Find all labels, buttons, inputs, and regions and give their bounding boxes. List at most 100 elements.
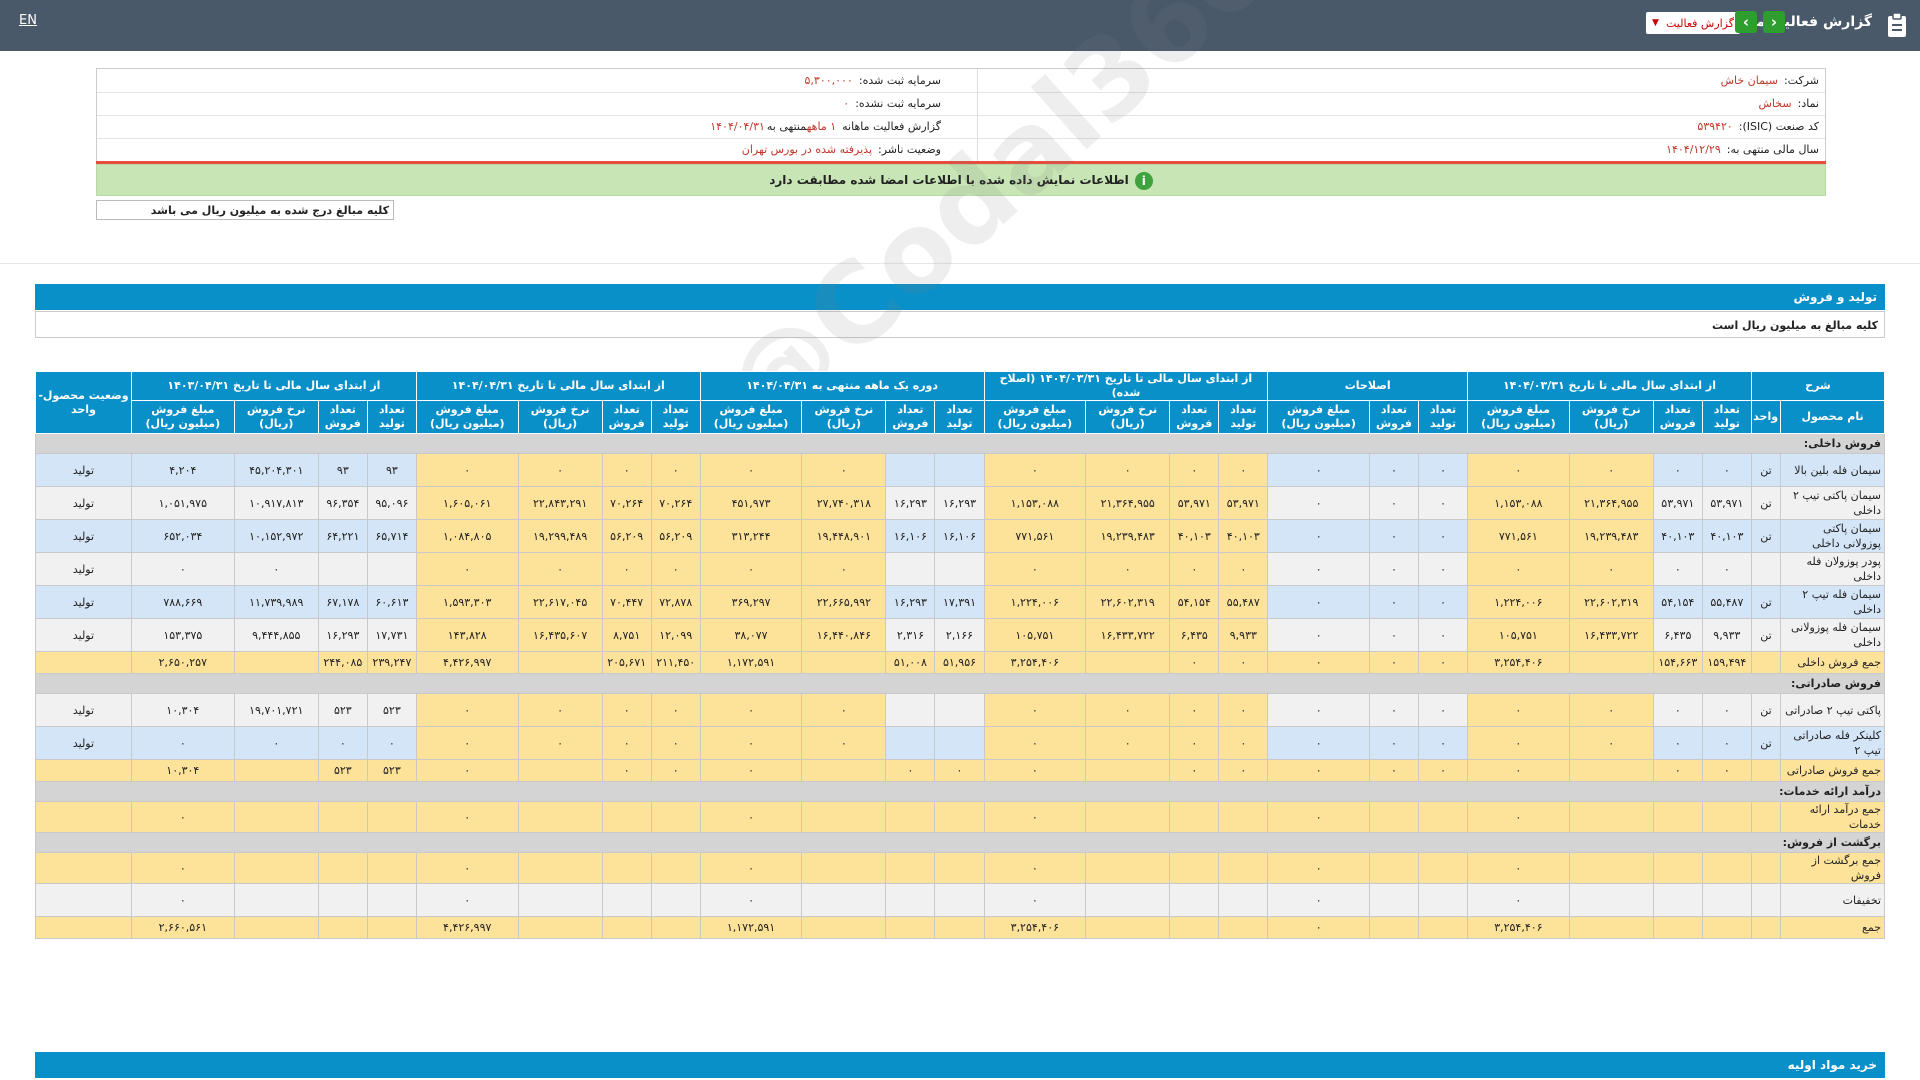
table-cell: ۱۰,۱۵۲,۹۷۲: [233, 519, 319, 553]
table-cell: [650, 883, 701, 917]
table-cell: [233, 801, 319, 833]
table-cell: ۱۶,۱۰۶: [934, 519, 985, 553]
table-cell: [885, 852, 936, 884]
table-cell: ۹,۴۴۴,۸۵۵: [233, 618, 319, 652]
table-cell: [1568, 801, 1654, 833]
company-value[interactable]: سیمان خاش: [1720, 74, 1778, 87]
column-header: تعداد تولید: [1701, 400, 1752, 434]
table-cell: ۱۶,۴۳۵,۶۰۷: [517, 618, 603, 652]
table-row: جمع فروش داخلی ۱۵۹,۴۹۴ ۱۵۴,۶۶۳ ۳,۲۵۴,۴۰۶ ۰ ۰ ۰…: [35, 651, 1885, 674]
table-cell: ۰: [1417, 693, 1469, 727]
table-cell: [601, 883, 652, 917]
table-cell: تولید: [35, 693, 132, 727]
table-row: فروش صادراتی:: [35, 673, 1885, 694]
info-icon: i: [1134, 171, 1153, 190]
table-cell: [233, 883, 319, 917]
next-section-title: خرید مواد اولیه: [35, 1052, 1885, 1078]
table-cell: [650, 852, 701, 884]
chevron-right-icon: ›: [1770, 13, 1778, 31]
table-cell: ۲۴۴,۰۸۵: [317, 651, 368, 674]
table-cell: [1368, 883, 1420, 917]
issuer-status-value: پذیرفته شده در بورس تهران: [741, 143, 873, 156]
table-cell: ۴۰,۱۰۳: [1652, 519, 1703, 553]
table-cell: ۶,۴۳۵: [1169, 618, 1220, 652]
table-cell: ۱۰,۳۰۴: [130, 693, 235, 727]
table-cell: ۰: [1368, 486, 1420, 520]
table-cell: [1169, 801, 1220, 833]
table-cell: ۰: [1169, 651, 1220, 674]
table-cell: [233, 651, 319, 674]
table-cell: ۴,۲۰۴: [130, 453, 235, 487]
table-cell: ۵۵,۴۸۷: [1701, 585, 1752, 619]
table-cell: [1568, 651, 1654, 674]
group-header: شرح: [1750, 371, 1886, 401]
table-cell: ۶۵,۷۱۴: [366, 519, 417, 553]
table-cell: ۰: [1267, 552, 1370, 586]
table-cell: ۵۳,۹۷۱: [1652, 486, 1703, 520]
table-cell: ۱۵۹,۴۹۴: [1701, 651, 1752, 674]
table-cell: ۰: [233, 552, 319, 586]
table-cell: ۰: [1267, 618, 1370, 652]
table-cell: ۱,۱۷۲,۵۹۱: [699, 651, 803, 674]
prev-report-button[interactable]: ‹: [1735, 11, 1757, 33]
table-cell: [517, 916, 603, 939]
symbol-value[interactable]: سخاش: [1758, 97, 1792, 110]
table-cell: تولید: [35, 486, 132, 520]
table-row: جمع برگشت از فروش ۰ ۰ ۰ ۰ ۰ ۰: [35, 852, 1885, 884]
table-cell: ۱,۰۵۱,۹۷۵: [130, 486, 235, 520]
report-type-select[interactable]: گزارش فعالیت ▼: [1646, 12, 1740, 34]
table-cell: ۱۰,۳۰۴: [130, 759, 235, 782]
table-cell: ۱۶,۱۰۶: [885, 519, 936, 553]
product-name: سیمان فله بلین بالا: [1780, 453, 1885, 487]
product-name: جمع: [1780, 916, 1885, 939]
table-cell: ۰: [415, 453, 519, 487]
table-cell: [366, 916, 417, 939]
column-header: مبلغ فروش (میلیون ریال): [1267, 400, 1370, 434]
table-cell: ۱۹,۲۹۹,۴۸۹: [517, 519, 603, 553]
table-cell: [366, 852, 417, 884]
table-cell: ۵۱,۰۰۸: [885, 651, 936, 674]
table-cell: ۰: [1568, 453, 1654, 487]
table-row: جمع درآمد ارائه خدمات ۰ ۰ ۰ ۰ ۰ ۰: [35, 801, 1885, 833]
table-cell: [1701, 916, 1752, 939]
table-cell: ۲۷,۷۴۰,۳۱۸: [801, 486, 887, 520]
table-cell: ۱۶,۴۳۳,۷۲۲: [1085, 618, 1171, 652]
registered-capital-value: ۵,۳۰۰,۰۰۰: [804, 74, 853, 87]
table-cell: ۴,۴۲۶,۹۹۷: [415, 651, 519, 674]
table-cell: [1417, 883, 1469, 917]
table-cell: ۰: [1417, 453, 1469, 487]
table-cell: [517, 801, 603, 833]
table-row: جمع فروش صادراتی ۰ ۰ ۰ ۰ ۰ ۰ ۰ ۰ ۰ ۰ ۰ ۰ ۰ ۰ ۰ ۵۲۳ ۵۲۳ ۱۰,…: [35, 759, 1885, 782]
table-cell: [601, 801, 652, 833]
column-header: نرخ فروش (ریال): [517, 400, 603, 434]
table-cell: ۶۴,۲۲۱: [317, 519, 368, 553]
table-cell: [934, 801, 985, 833]
table-row: سیمان فله بلین بالا تن ۰ ۰ ۰ ۰ ۰ ۰ ۰ ۰ ۰ ۰ ۰ ۰ ۰ ۰ ۰ ۰ ۰ ۹۳…: [35, 453, 1885, 487]
table-cell: تولید: [35, 453, 132, 487]
table-row: کلینکر فله صادراتی تیپ ۲ تن ۰ ۰ ۰ ۰ ۰ ۰ ۰ ۰ ۰ ۰ ۰ ۰ ۰ ۰…: [35, 726, 1885, 760]
table-cell: ۴,۴۲۶,۹۹۷: [415, 916, 519, 939]
row-group-label: برگشت از فروش:: [35, 832, 1885, 853]
table-cell: [366, 883, 417, 917]
product-name: سیمان فله تیپ ۲ داخلی: [1780, 585, 1885, 619]
column-header: نرخ فروش (ریال): [233, 400, 319, 434]
row-group-label: درآمد ارائه خدمات:: [35, 781, 1885, 802]
table-cell: ۴۵۱,۹۷۳: [699, 486, 803, 520]
table-cell: ۰: [233, 726, 319, 760]
language-toggle[interactable]: EN: [19, 13, 37, 28]
table-cell: [517, 852, 603, 884]
table-cell: ۵۱,۹۵۶: [934, 651, 985, 674]
table-cell: ۰: [415, 883, 519, 917]
table-cell: [1701, 801, 1752, 833]
column-header: تعداد فروش: [1652, 400, 1703, 434]
table-cell: [35, 759, 132, 782]
table-cell: ۰: [1417, 585, 1469, 619]
table-cell: ۰: [1417, 759, 1469, 782]
next-report-button[interactable]: ›: [1763, 11, 1785, 33]
table-cell: [650, 916, 701, 939]
table-row: درآمد ارائه خدمات:: [35, 781, 1885, 802]
table-cell: [233, 759, 319, 782]
table-cell: [1218, 852, 1269, 884]
isic-value: ۵۳۹۴۲۰: [1697, 120, 1733, 133]
table-cell: [1085, 916, 1171, 939]
